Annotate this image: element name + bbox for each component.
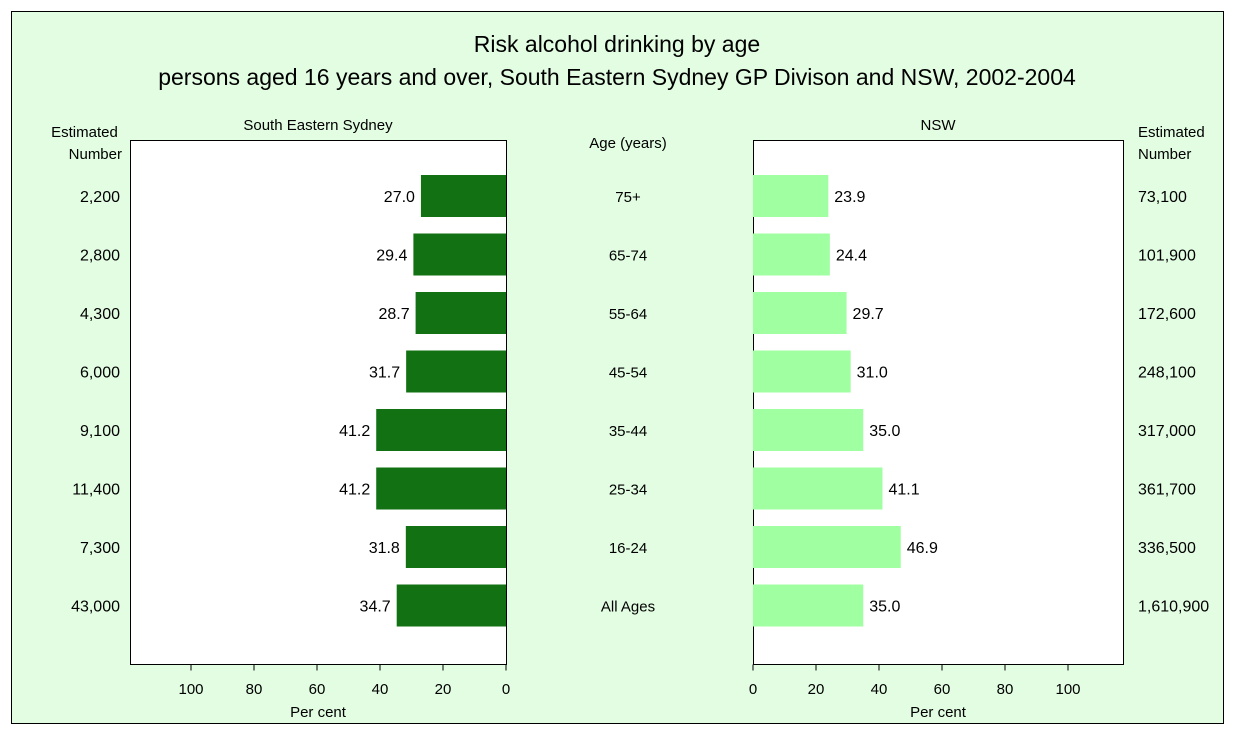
right-x-axis-label: Per cent [910,704,967,721]
left-x-tick-label-4: 80 [246,681,263,698]
right-value-label-3: 31.0 [857,365,888,382]
left-x-tick-label-2: 40 [372,681,389,698]
right-bar-1 [753,233,830,276]
right-panel-title: NSW [921,117,957,134]
left-estimated-number-3: 6,000 [80,365,120,382]
left-panel-title: South Eastern Sydney [243,117,393,134]
left-bar-6 [405,526,506,568]
right-value-label-1: 24.4 [836,248,867,265]
right-bar-2 [753,292,847,334]
category-label-6: 16-24 [609,540,647,557]
left-estimated-number-6: 7,300 [80,540,120,557]
right-value-label-6: 46.9 [907,540,938,557]
right-bar-3 [753,350,851,393]
left-estimated-number-5: 11,400 [72,482,120,499]
left-value-label-3: 31.7 [369,365,400,382]
left-bar-5 [376,467,506,510]
left-x-tick-label-3: 60 [309,681,326,698]
left-estimated-number-header: Estimated Number [51,124,122,163]
right-bar-4 [753,409,864,451]
age-column-header: Age (years) [589,135,667,152]
right-estimated-number-header: Estimated Number [1138,124,1209,163]
left-value-label-7: 34.7 [360,599,391,616]
left-x-axis-label: Per cent [290,704,347,721]
category-label-7: All Ages [601,599,655,616]
right-estimated-number-0: 73,100 [1138,189,1187,206]
left-bar-7 [396,584,506,627]
chart-title: Risk alcohol drinking by age [474,31,760,57]
right-x-tick-label-1: 20 [808,681,825,698]
right-x-tick-label-3: 60 [934,681,951,698]
left-bar-0 [420,175,506,217]
left-bar-4 [376,409,506,451]
left-value-label-6: 31.8 [369,540,400,557]
category-label-5: 25-34 [609,482,647,499]
left-estimated-number-7: 43,000 [71,599,120,616]
right-panel-plot-area [753,140,1124,665]
left-estimated-number-4: 9,100 [80,423,120,440]
left-value-label-2: 28.7 [378,306,409,323]
right-value-label-0: 23.9 [834,189,865,206]
left-value-label-0: 27.0 [384,189,415,206]
right-value-label-5: 41.1 [888,482,919,499]
right-estimated-number-7: 1,610,900 [1138,599,1209,616]
right-value-label-4: 35.0 [869,423,900,440]
left-value-label-1: 29.4 [376,248,407,265]
left-estimated-number-0: 2,200 [80,189,120,206]
right-x-tick-label-5: 100 [1055,681,1080,698]
left-bar-1 [413,233,506,276]
right-estimated-number-4: 317,000 [1138,423,1196,440]
category-label-1: 65-74 [609,248,647,265]
category-label-2: 55-64 [609,306,647,323]
right-bar-7 [753,584,864,627]
right-x-tick-label-2: 40 [871,681,888,698]
right-x-tick-label-4: 80 [997,681,1014,698]
left-x-tick-label-1: 20 [435,681,452,698]
left-bar-3 [406,350,506,393]
left-estimated-number-2: 4,300 [80,306,120,323]
left-value-label-4: 41.2 [339,423,370,440]
left-x-tick-label-0: 0 [502,681,510,698]
right-estimated-number-2: 172,600 [1138,306,1196,323]
left-bar-2 [415,292,506,334]
category-label-0: 75+ [615,189,641,206]
right-value-label-2: 29.7 [853,306,884,323]
category-label-3: 45-54 [609,365,647,382]
right-bar-0 [753,175,829,217]
right-value-label-7: 35.0 [869,599,900,616]
right-estimated-number-3: 248,100 [1138,365,1196,382]
right-bar-6 [753,526,901,568]
right-estimated-number-6: 336,500 [1138,540,1196,557]
left-panel-plot-area [130,140,507,665]
left-x-tick-label-5: 100 [178,681,203,698]
right-estimated-number-5: 361,700 [1138,482,1196,499]
right-estimated-number-1: 101,900 [1138,248,1196,265]
right-bar-5 [753,467,883,510]
left-estimated-number-1: 2,800 [80,248,120,265]
left-value-label-5: 41.2 [339,482,370,499]
right-x-tick-label-0: 0 [749,681,757,698]
chart-subtitle: persons aged 16 years and over, South Ea… [158,64,1076,90]
category-label-4: 35-44 [609,423,647,440]
